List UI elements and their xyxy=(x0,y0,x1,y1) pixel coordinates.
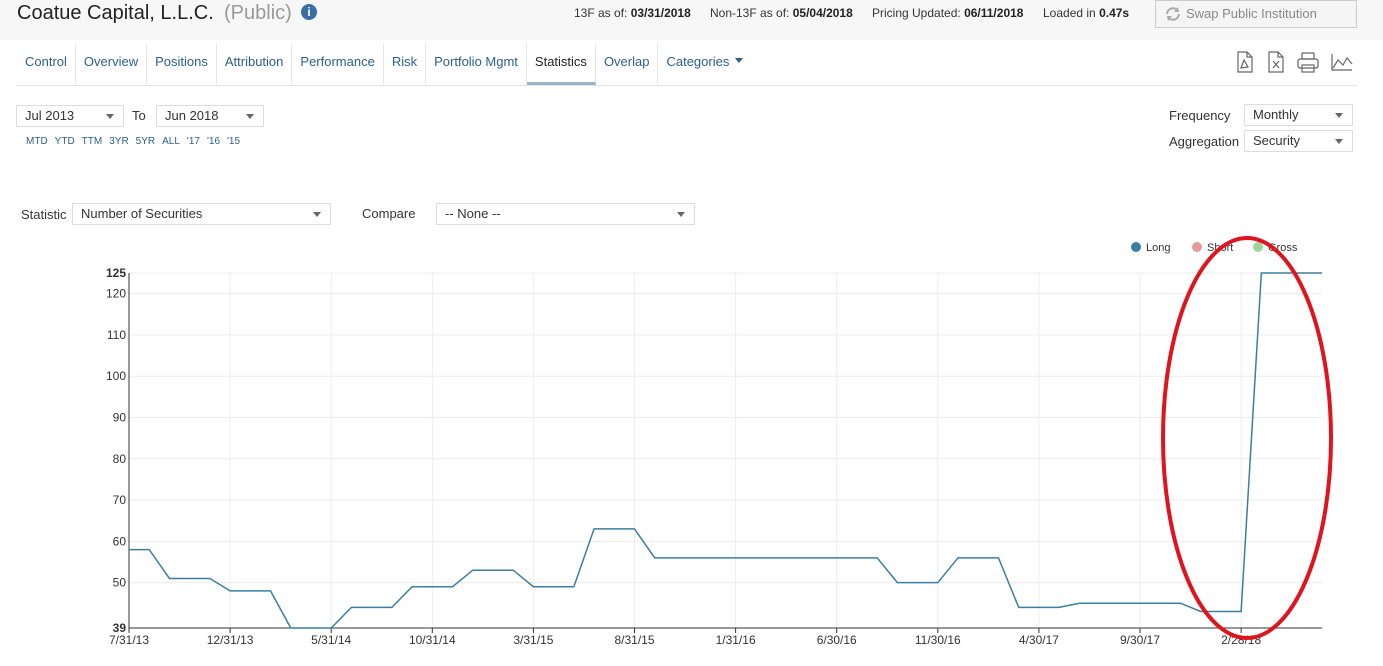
x-tick-label: 1/31/16 xyxy=(716,633,756,647)
caret xyxy=(735,58,744,63)
meta-value: 0.47s xyxy=(1099,6,1130,20)
meta: 13F as of: 03/31/2018 xyxy=(574,6,691,20)
select-value: Jun 2018 xyxy=(165,108,219,123)
legend-swatch xyxy=(1192,242,1202,252)
nav-item[interactable]: Control xyxy=(16,44,76,84)
legend-swatch xyxy=(1131,242,1141,252)
excel-icon[interactable] xyxy=(1268,51,1284,73)
chart-icon[interactable] xyxy=(1331,54,1353,71)
select-value: Monthly xyxy=(1253,107,1299,122)
x-tick-label: 2/28/18 xyxy=(1221,633,1261,647)
x-tick-label: 4/30/17 xyxy=(1019,633,1059,647)
y-tick-label: 100 xyxy=(106,369,126,383)
quick-link[interactable]: 3YR xyxy=(109,136,129,147)
quick-link[interactable]: ALL xyxy=(162,136,180,147)
nav-item[interactable]: Overlap xyxy=(596,44,659,84)
quick-links: MTD YTD TTM 3YR 5YR ALL '17 '16 '15 xyxy=(26,136,240,147)
meta-label: Loaded in xyxy=(1043,6,1096,20)
x-tick-label: 8/31/15 xyxy=(614,633,654,647)
legend-label: Gross xyxy=(1268,242,1298,254)
quick-link[interactable]: '17 xyxy=(186,136,200,147)
x-tick-label: 7/31/13 xyxy=(109,633,149,647)
from-select[interactable]: Jul 2013 xyxy=(16,105,124,127)
nav-item[interactable]: Categories xyxy=(658,44,751,84)
export-icons xyxy=(1237,51,1353,73)
y-tick-label: 90 xyxy=(113,410,127,424)
select-value: Jul 2013 xyxy=(25,108,75,123)
meta-value: 05/04/2018 xyxy=(792,6,853,20)
print-icon[interactable] xyxy=(1297,52,1319,73)
quick-link[interactable]: 5YR xyxy=(135,136,156,147)
x-tick-label: 9/30/17 xyxy=(1120,633,1160,647)
nav-item[interactable]: Performance xyxy=(292,44,384,84)
page-title: Coatue Capital, L.L.C. xyxy=(17,2,214,24)
aggregation-label: Aggregation xyxy=(1169,134,1240,149)
nav-item[interactable]: Positions xyxy=(147,44,217,84)
compare-label: Compare xyxy=(362,206,416,221)
y-tick-label: 120 xyxy=(106,287,126,301)
nav-item[interactable]: Risk xyxy=(384,44,427,84)
x-tick-label: 12/31/13 xyxy=(207,633,254,647)
meta: Non-13F as of: 05/04/2018 xyxy=(710,6,853,20)
x-tick-label: 6/30/16 xyxy=(817,633,857,647)
legend-label: Short xyxy=(1207,242,1233,254)
nav-bar: Control Overview Positions Attribution Perfo… xyxy=(16,44,751,85)
statistic-label: Statistic xyxy=(21,207,67,222)
button-label: Swap Public Institution xyxy=(1186,6,1317,21)
statistic-select[interactable]: Number of Securities xyxy=(72,203,331,225)
to-select[interactable]: Jun 2018 xyxy=(156,105,264,127)
y-tick-label: 60 xyxy=(113,534,127,548)
x-tick-label: 3/31/15 xyxy=(513,633,553,647)
meta-value: 06/11/2018 xyxy=(964,6,1024,20)
frequency-select[interactable]: Monthly xyxy=(1244,104,1353,126)
swap-button[interactable]: Swap Public Institution xyxy=(1155,0,1357,28)
meta-label: Pricing Updated: xyxy=(872,6,961,20)
quick-link[interactable]: '16 xyxy=(206,136,221,147)
quick-link[interactable]: '15 xyxy=(227,136,241,147)
meta-value: 03/31/2018 xyxy=(630,6,691,20)
select-value: Security xyxy=(1253,133,1300,148)
quick-link[interactable]: TTM xyxy=(81,136,103,147)
meta-label: 13F as of: xyxy=(574,6,628,20)
y-tick-label: 39 xyxy=(113,621,127,635)
nav-item[interactable]: Portfolio Mgmt xyxy=(426,44,527,84)
nav-item[interactable]: Statistics xyxy=(526,44,596,85)
divider xyxy=(16,85,1358,86)
x-tick-label: 5/31/14 xyxy=(311,633,351,647)
nav-item[interactable]: Attribution xyxy=(217,44,293,84)
refresh-icon xyxy=(1166,7,1180,21)
annotation-ellipse xyxy=(1161,236,1333,640)
quick-link[interactable]: MTD xyxy=(26,136,48,147)
quick-link[interactable]: YTD xyxy=(54,136,75,147)
x-tick-label: 11/30/16 xyxy=(915,633,961,647)
pdf-icon[interactable] xyxy=(1237,51,1253,73)
meta-label: Non-13F as of: xyxy=(710,6,790,20)
nav-item[interactable]: Overview xyxy=(76,44,148,84)
info-icon[interactable]: i xyxy=(301,4,317,20)
frequency-label: Frequency xyxy=(1169,108,1231,123)
to-label: To xyxy=(132,108,146,123)
meta: Loaded in 0.47s xyxy=(1043,6,1129,20)
series-line xyxy=(129,272,1322,629)
top-bar xyxy=(0,0,1383,40)
meta: Pricing Updated: 06/11/2018 xyxy=(872,6,1023,20)
y-tick-label: 125 xyxy=(106,266,126,280)
aggregation-select[interactable]: Security xyxy=(1244,130,1353,152)
legend-label: Long xyxy=(1146,242,1170,254)
y-tick-label: 80 xyxy=(113,452,127,466)
x-tick-label: 10/31/14 xyxy=(409,633,456,647)
badge: (Public) xyxy=(224,2,292,24)
select-value: Number of Securities xyxy=(81,206,203,221)
y-tick-label: 70 xyxy=(113,493,127,507)
legend-swatch xyxy=(1253,242,1263,252)
y-tick-label: 110 xyxy=(107,328,126,342)
select-value: -- None -- xyxy=(445,206,501,221)
y-tick-label: 50 xyxy=(113,576,127,590)
compare-select[interactable]: -- None -- xyxy=(436,203,695,225)
